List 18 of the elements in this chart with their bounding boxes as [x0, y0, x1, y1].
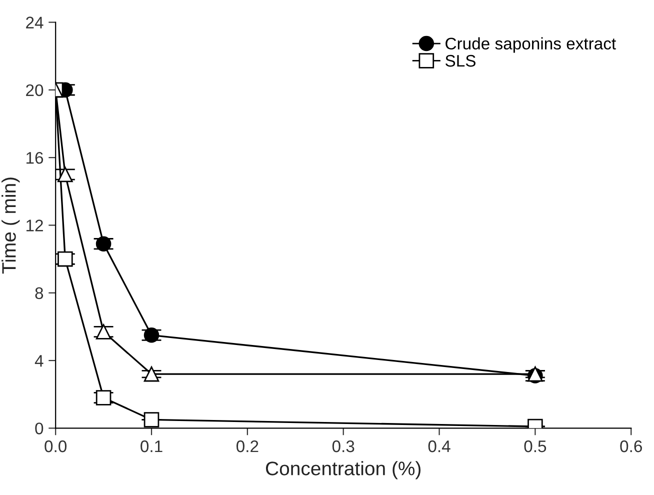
y-tick-label: 0 [35, 422, 44, 434]
x-tick-label: 0.0 [44, 440, 67, 452]
y-tick-label: 8 [35, 287, 44, 300]
x-tick-label: 0.5 [524, 440, 546, 452]
y-tick-label: 4 [34, 355, 44, 367]
x-tick-label: 0.3 [332, 440, 354, 452]
x-tick-label: 0.6 [620, 440, 642, 452]
y-tick-label: 12 [26, 220, 43, 232]
x-tick-label: 0.2 [236, 440, 258, 452]
x-axis-title: Concentration (%) [266, 461, 420, 480]
legend-label: SLS [445, 54, 476, 67]
y-tick-label: 16 [26, 152, 44, 164]
legend-label: Crude saponins extract [446, 37, 616, 53]
y-tick-label: 20 [26, 84, 44, 96]
y-tick-label: 24 [26, 16, 44, 28]
y-axis-title: Time ( min) [2, 178, 20, 274]
x-tick-label: 0.1 [140, 440, 162, 452]
x-tick-label: 0.4 [428, 440, 450, 452]
